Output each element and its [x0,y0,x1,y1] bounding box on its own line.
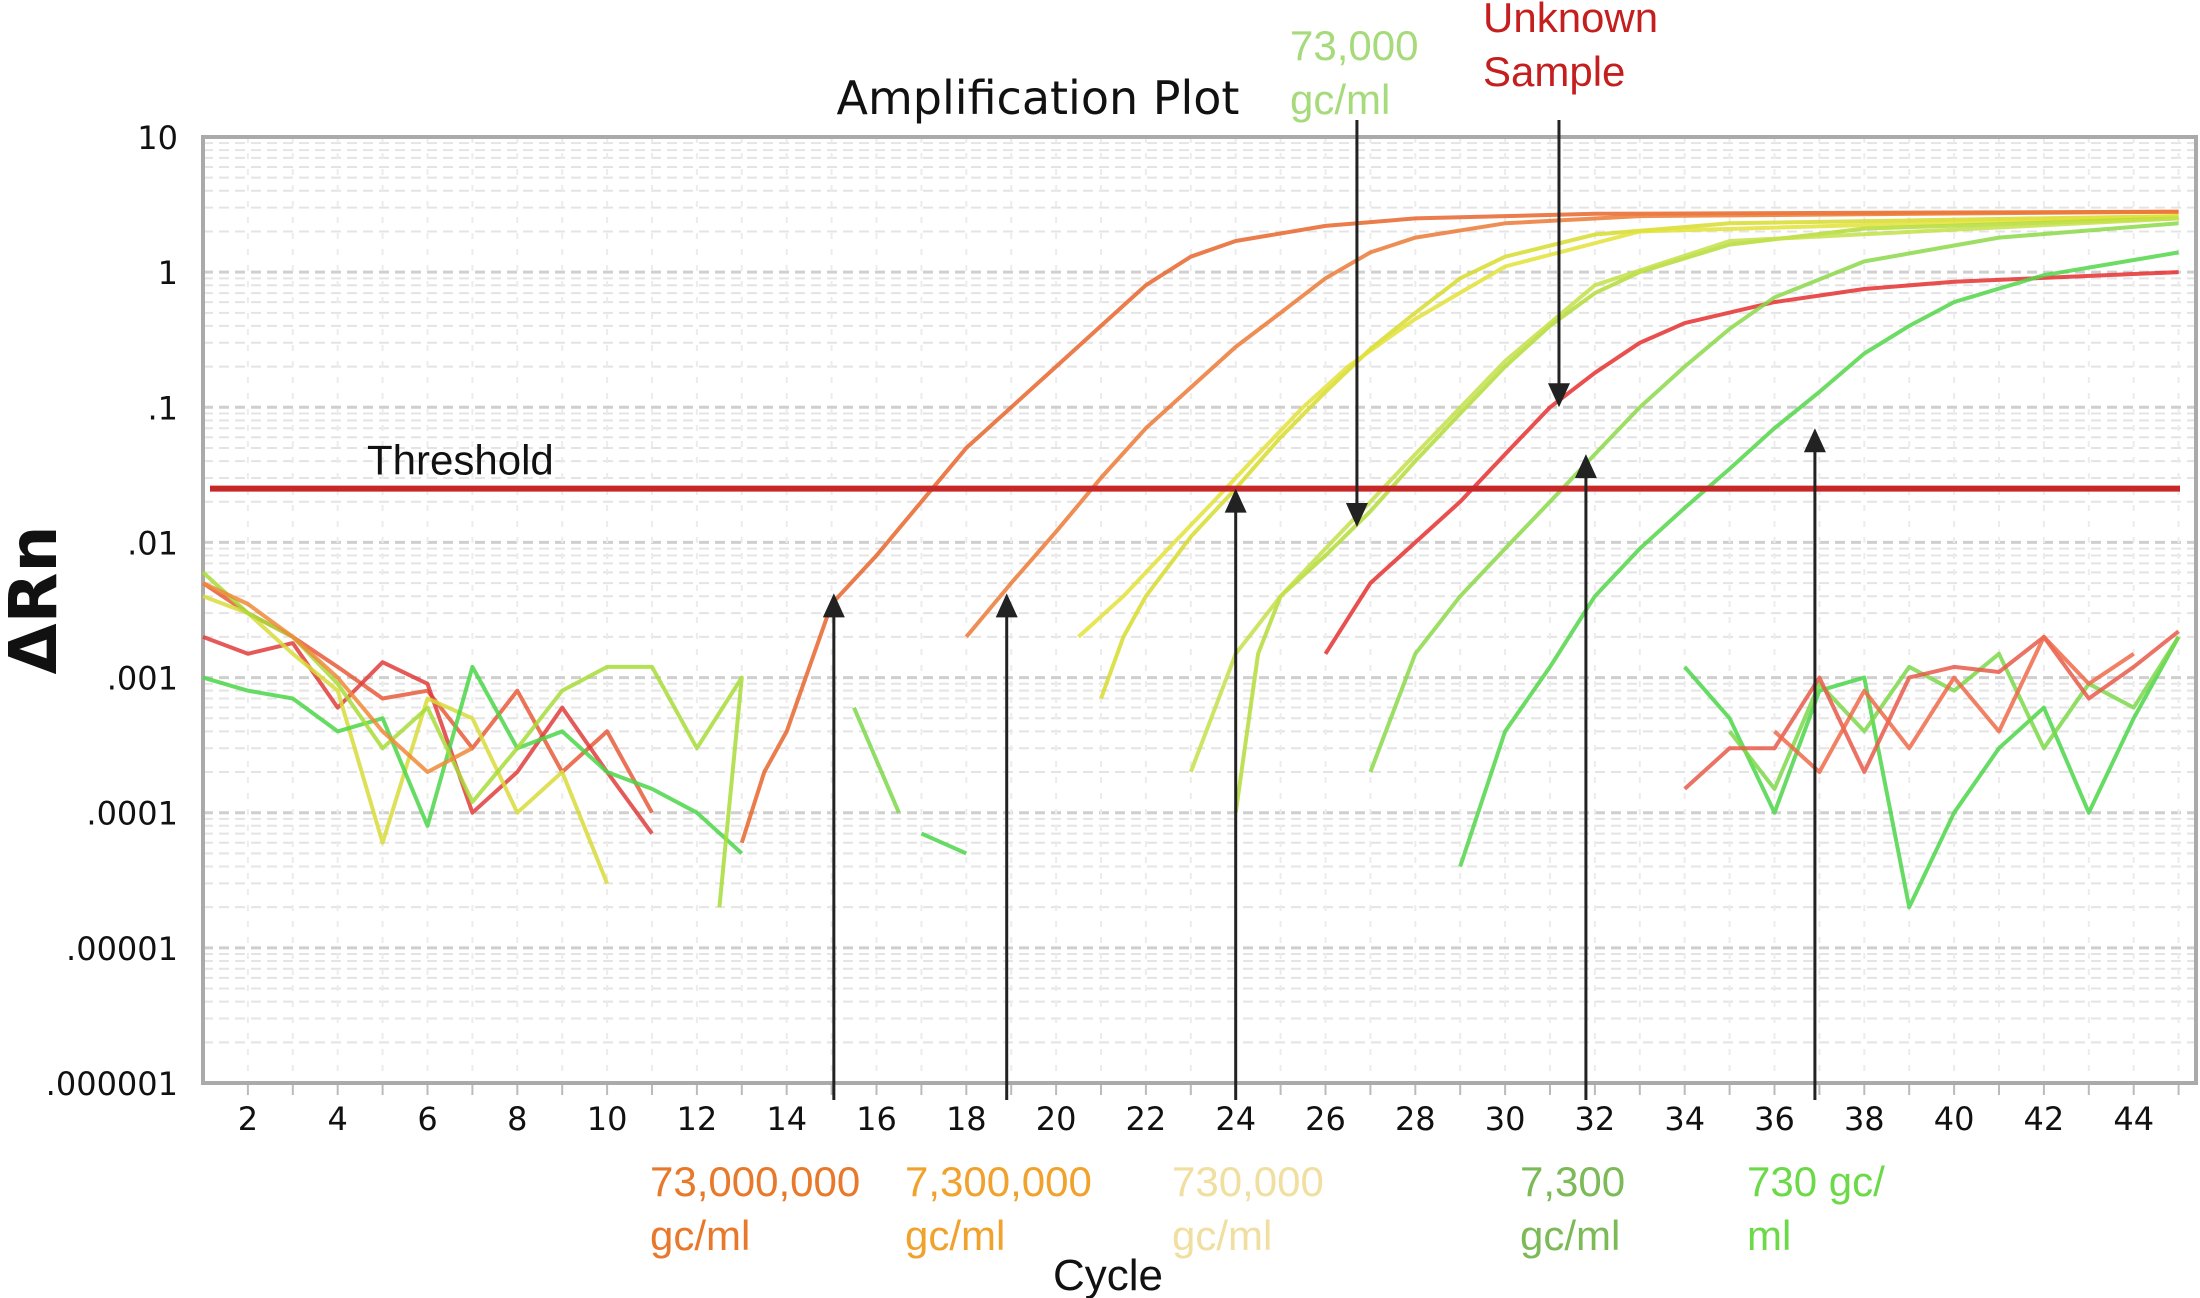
annotation-label: Sample [1483,48,1625,95]
y-tick-label: .01 [127,524,178,562]
y-tick-label: 10 [137,119,178,157]
series-line-12 [202,664,744,855]
arrow-up-icon [1803,428,1826,453]
series-line-3 [1077,214,2179,639]
chart-title: Amplification Plot [837,71,1240,125]
annotation-1: 7,300,000 gc/ml [905,593,1092,1259]
annotation-label: Unknown [1483,0,1658,41]
series-line-19 [1683,629,2180,791]
grid [203,137,2196,1095]
y-tick-label: .00001 [66,930,178,968]
series-line-10 [202,635,654,835]
annotation-label: gc/ml [1290,76,1390,123]
annotation-5: 73,000 gc/ml [1290,22,1418,528]
y-tick-label: .1 [147,389,178,427]
x-tick-label: 44 [2113,1100,2154,1138]
x-tick-label: 30 [1485,1100,1526,1138]
series-line-2 [1099,214,2179,700]
x-tick-label: 32 [1575,1100,1616,1138]
series-line-8 [1458,250,2179,868]
annotation-2: 730,000 gc/ml [1172,488,1324,1259]
series-line-18 [1728,635,2181,791]
x-tick-label: 10 [587,1100,628,1138]
x-tick-label: 18 [946,1100,987,1138]
x-tick-label: 40 [1934,1100,1975,1138]
x-tick-label: 36 [1754,1100,1795,1138]
annotation-label: gc/ml [1172,1212,1272,1259]
annotation-3: 7,300 gc/ml [1520,454,1625,1259]
arrow-up-icon [1574,454,1597,479]
series-line-5 [1188,216,2179,773]
annotation-0: 73,000,000 gc/ml [650,593,860,1259]
threshold-group: Threshold [210,437,2180,492]
annotations: 73,000,000 gc/ml 7,300,000 gc/ml 730,000 gc/m… [650,0,1885,1259]
y-tick-label: .0001 [86,795,178,833]
annotation-label: 73,000 [1290,22,1418,69]
series-line-15 [852,706,901,814]
x-tick-label: 28 [1395,1100,1436,1138]
x-tick-label: 4 [328,1100,348,1138]
y-tick-label: .001 [107,660,178,698]
annotation-label: 730,000 [1172,1158,1324,1205]
x-tick-label: 22 [1126,1100,1167,1138]
series-line-14 [202,581,474,774]
x-tick-label: 16 [856,1100,897,1138]
x-tick-label: 2 [238,1100,258,1138]
y-tick-labels: 10 1 .1 .01 .001 .0001 .00001 .000001 [46,119,178,1103]
x-tick-label: 8 [507,1100,527,1138]
y-axis-label: ΔRn [0,526,72,675]
annotation-label: 730 gc/ [1747,1158,1885,1205]
arrow-down-icon [1547,383,1570,408]
y-tick-label: .000001 [46,1065,178,1103]
x-tick-label: 6 [417,1100,437,1138]
annotation-label: gc/ml [650,1212,750,1259]
x-axis-label: Cycle [1053,1251,1163,1298]
series-line-6 [1323,270,2179,655]
x-tick-label: 20 [1036,1100,1077,1138]
annotation-label: 7,300,000 [905,1158,1092,1205]
series-line-1 [964,209,2179,639]
x-tick-label: 12 [677,1100,718,1138]
x-tick-label: 14 [766,1100,807,1138]
annotation-label: gc/ml [1520,1212,1620,1259]
annotation-4: 730 gc/ml [1747,428,1885,1259]
series-line-17 [1683,635,2181,910]
arrow-up-icon [995,593,1018,618]
x-tick-label: 26 [1305,1100,1346,1138]
arrow-down-icon [1345,503,1368,528]
series-line-16 [920,831,968,856]
series-line-7 [1368,221,2179,773]
annotation-label: gc/ml [905,1212,1005,1259]
series-line-20 [1773,634,2135,774]
arrow-up-icon [822,593,845,618]
annotation-6: Unknown Sample [1483,0,1658,408]
series-line-4 [1233,216,2179,813]
x-tick-label: 42 [2024,1100,2065,1138]
arrow-up-icon [1224,488,1247,513]
threshold-label: Threshold [367,437,554,484]
x-tick-label: 24 [1215,1100,1256,1138]
x-tick-labels: 2 4 6 8 10 12 14 16 18 20 22 24 26 28 30 32 34 36 38 40 42 44 [238,1100,2154,1138]
annotation-label: 73,000,000 [650,1158,860,1205]
annotation-label: 7,300 [1520,1158,1625,1205]
x-tick-label: 38 [1844,1100,1885,1138]
annotation-label: ml [1747,1212,1791,1259]
x-tick-label: 34 [1664,1100,1705,1138]
plot-frame [201,135,2198,1085]
y-tick-label: 1 [158,254,178,292]
